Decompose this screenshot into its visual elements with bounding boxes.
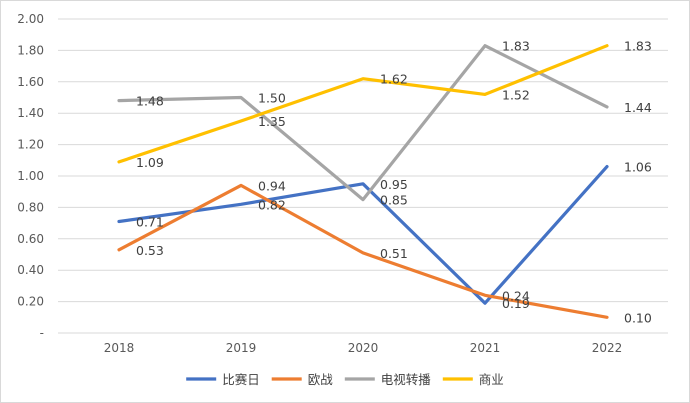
y-tick-label: 0.20 [17,295,44,309]
legend-label: 欧战 [308,372,334,387]
data-label: 0.53 [136,243,164,258]
data-label: 0.95 [380,177,408,192]
series-line-2 [117,44,609,202]
y-tick-label: 1.00 [17,169,44,183]
data-label: 0.24 [502,288,530,303]
x-tick-label: 2018 [104,341,135,355]
data-label: 1.06 [624,160,652,175]
data-label: 0.19 [502,296,530,311]
legend: 比赛日 欧战 电视转播 商业 [186,372,504,387]
data-label: 1.62 [380,72,408,87]
y-tick-label: 0.80 [17,200,44,214]
legend-item: 欧战 [271,372,334,387]
data-label: 1.50 [258,91,286,106]
series-line-1 [117,183,609,319]
data-label: 1.48 [136,94,164,109]
data-label: 0.85 [380,193,408,208]
x-tick-label: 2020 [348,341,379,355]
y-tick-label: 1.80 [17,43,44,57]
data-labels: 0.71 0.82 0.95 0.19 1.06 0.53 0.94 0.51 0.24 0.10… [136,39,652,326]
x-tick-label: 2021 [470,341,501,355]
data-label: 1.09 [136,155,164,170]
series-line-3 [117,44,609,164]
x-tick-label: 2022 [592,341,623,355]
data-label: 1.35 [258,114,286,129]
data-label: 0.94 [258,178,286,193]
data-label: 0.71 [136,215,164,230]
legend-item: 比赛日 [186,372,260,387]
series-line-0 [117,165,609,305]
x-tick-label: 2019 [226,341,257,355]
data-label: 0.82 [258,197,286,212]
data-label: 1.44 [624,100,652,115]
legend-label: 比赛日 [222,372,260,387]
y-tick-label: 1.60 [17,75,44,89]
y-tick-label: - [40,326,44,340]
y-tick-label: 1.20 [17,138,44,152]
data-label: 1.83 [624,39,652,54]
x-axis-tick-labels: 2018 2019 2020 2021 2022 [104,341,623,355]
legend-item: 商业 [442,372,504,387]
y-tick-label: 2.00 [17,12,44,26]
data-label: 1.52 [502,87,530,102]
data-label: 1.83 [502,39,530,54]
y-tick-label: 0.40 [17,263,44,277]
y-tick-label: 0.60 [17,232,44,246]
series-lines [117,44,609,319]
y-axis-tick-labels: - 0.20 0.40 0.60 0.80 1.00 1.20 1.40 1.60 1.80 2.0… [17,12,44,340]
data-label: 0.10 [624,310,652,325]
legend-item: 电视转播 [344,372,432,387]
gridlines [58,18,668,334]
legend-label: 商业 [479,372,504,387]
y-tick-label: 1.40 [17,106,44,120]
data-label: 0.51 [380,246,408,261]
legend-label: 电视转播 [381,372,432,387]
